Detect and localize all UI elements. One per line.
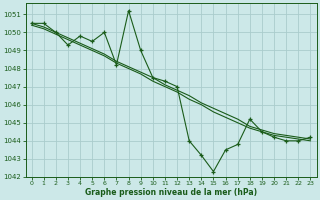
X-axis label: Graphe pression niveau de la mer (hPa): Graphe pression niveau de la mer (hPa) [85,188,257,197]
